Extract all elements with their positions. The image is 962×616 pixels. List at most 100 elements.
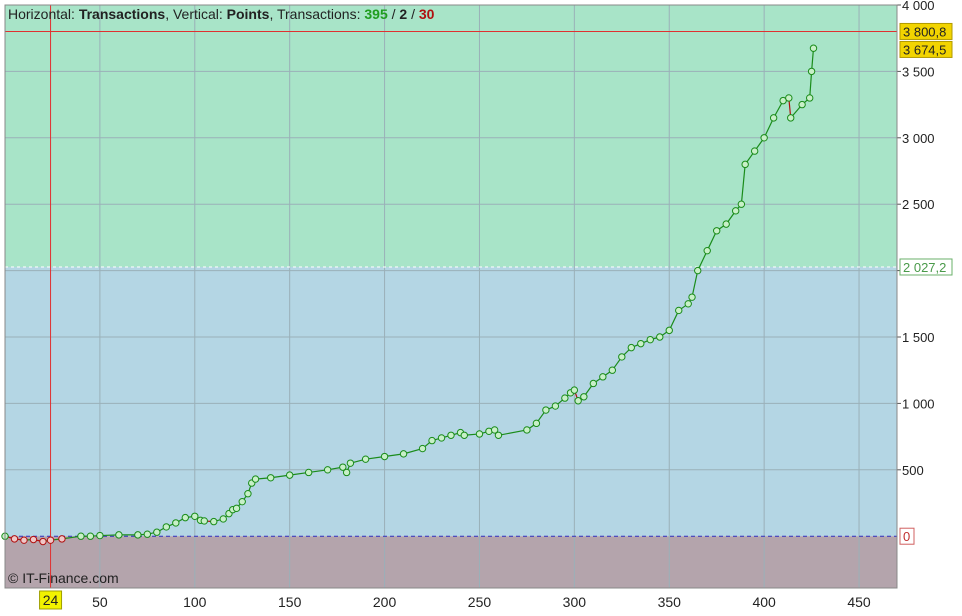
- equity-point: [162, 523, 171, 531]
- plot-frame: [4, 4, 898, 589]
- profit-zone: [5, 5, 897, 267]
- equity-point: [77, 532, 85, 540]
- equity-segment: [809, 71, 813, 99]
- x-tick-label: 300: [563, 594, 587, 610]
- header-separator-2: /: [407, 6, 419, 22]
- equity-point: [115, 531, 123, 539]
- equity-point: [656, 333, 664, 341]
- equity-point: [399, 450, 408, 458]
- x-tick-label: 450: [847, 594, 871, 610]
- equity-point: [599, 373, 607, 381]
- equity-point: [760, 134, 768, 142]
- equity-point: [200, 517, 208, 525]
- equity-point: [741, 160, 749, 169]
- x-tick-label: 400: [752, 594, 776, 610]
- equity-point: [96, 531, 104, 540]
- x-tick-label: 100: [183, 594, 207, 610]
- equity-point: [490, 426, 499, 434]
- equity-point: [703, 246, 711, 255]
- equity-point: [181, 513, 189, 522]
- negative-transactions-count: 30: [418, 6, 435, 22]
- equity-point: [688, 293, 696, 301]
- equity-point: [807, 67, 816, 76]
- equity-point: [542, 406, 550, 414]
- equity-point: [86, 532, 95, 540]
- equity-point: [153, 528, 161, 536]
- equity-point: [608, 366, 617, 374]
- equity-point: [722, 220, 730, 228]
- equity-point: [20, 536, 28, 544]
- equity-point: [46, 536, 55, 544]
- equity-point: [787, 114, 795, 122]
- equity-point: [570, 386, 579, 394]
- equity-point: [323, 466, 332, 474]
- equity-point: [627, 343, 635, 352]
- equity-point: [494, 431, 503, 439]
- equity-point: [805, 94, 814, 102]
- equity-point: [219, 515, 227, 523]
- equity-point: [769, 114, 778, 122]
- average-level-label: 2 027,2: [903, 260, 946, 275]
- equity-point: [532, 419, 541, 428]
- equity-point: [437, 434, 446, 442]
- watermark-text: © IT-Finance.com: [8, 570, 119, 586]
- equity-point: [238, 497, 246, 506]
- equity-point: [267, 474, 275, 482]
- equity-point: [172, 519, 180, 527]
- x-tick-label: 250: [468, 594, 492, 610]
- header-prefix: Horizontal:: [8, 6, 79, 22]
- y-tick-label: 3 000: [902, 131, 935, 146]
- last-level-label: 3 674,5: [903, 42, 946, 57]
- crosshair-x-label-box: [39, 590, 63, 610]
- equity-segment: [498, 429, 528, 436]
- equity-point: [232, 504, 241, 513]
- equity-point: [134, 531, 142, 539]
- equity-point: [460, 431, 468, 439]
- equity-point: [551, 402, 560, 410]
- equity-point: [713, 227, 721, 235]
- equity-point: [665, 326, 673, 335]
- equity-segment: [810, 48, 815, 72]
- equity-point: [475, 430, 484, 438]
- zero-level-label-box: [899, 527, 915, 545]
- equity-point: [561, 394, 569, 402]
- max-level-label: 3 800,8: [903, 24, 946, 39]
- equity-point: [39, 537, 47, 546]
- max-level-label-box: [899, 22, 953, 40]
- equity-point: [418, 444, 427, 453]
- header-mid: , Vertical:: [165, 6, 227, 22]
- y-tick-label: 2 500: [902, 197, 935, 212]
- average-level-label-box: [899, 258, 953, 276]
- equity-point: [618, 353, 626, 361]
- chart-header: Horizontal: Transactions, Vertical: Poin…: [8, 6, 434, 22]
- equity-point: [58, 535, 66, 543]
- y-tick-label: 500: [902, 463, 924, 478]
- equity-point: [210, 517, 218, 526]
- y-tick-label: 1 000: [902, 396, 935, 411]
- equity-point: [750, 147, 759, 155]
- equity-point: [637, 339, 645, 348]
- crosshair-x-label: 24: [43, 592, 59, 608]
- y-tick-label: 1 500: [902, 330, 935, 345]
- equity-point: [447, 431, 455, 439]
- equity-point: [285, 471, 294, 479]
- x-tick-label: 200: [373, 594, 397, 610]
- x-tick-label: 50: [92, 594, 108, 610]
- equity-segment: [691, 270, 699, 298]
- equity-point: [304, 468, 313, 477]
- x-tick-label: 350: [658, 594, 682, 610]
- equity-segment: [740, 164, 746, 205]
- zero-level-label: 0: [903, 529, 910, 544]
- equity-point: [675, 306, 683, 315]
- equity-point: [798, 100, 806, 109]
- equity-point: [580, 393, 588, 401]
- mid-zone: [5, 266, 897, 537]
- equity-point: [731, 207, 740, 215]
- equity-point: [785, 94, 793, 102]
- equity-point: [694, 266, 702, 275]
- equity-point: [428, 436, 436, 445]
- equity-point: [251, 475, 260, 483]
- y-tick-label: 4 000: [902, 0, 935, 13]
- equity-point: [143, 530, 152, 538]
